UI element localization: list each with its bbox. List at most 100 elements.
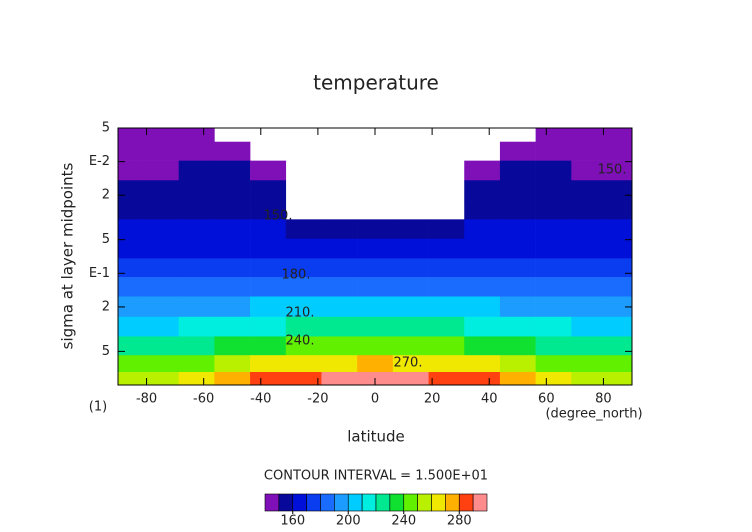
colorbar-box	[472, 493, 488, 512]
field-cell	[321, 219, 358, 239]
colorbar-box	[347, 493, 363, 512]
field-cell	[607, 238, 633, 259]
field-cell	[571, 355, 608, 373]
field-cell	[285, 277, 322, 297]
colorbar-box	[431, 493, 446, 512]
field-cell	[357, 355, 394, 373]
field-cell	[535, 128, 572, 143]
contour-label: 240.	[286, 334, 315, 349]
field-cell	[499, 238, 536, 259]
colorbar-box	[445, 493, 460, 512]
field-cell	[118, 371, 144, 386]
x-tick-label: 20	[424, 392, 441, 407]
field-cell	[118, 180, 144, 201]
field-cell	[285, 355, 322, 373]
field-cell	[499, 180, 536, 201]
field-cell	[321, 371, 358, 386]
y-tick-label: 2	[102, 188, 110, 203]
field-cell	[321, 296, 358, 318]
y-tick-label: E-2	[89, 154, 110, 169]
colorbar-box	[417, 493, 432, 512]
field-cell	[285, 316, 322, 337]
x-tick-label: 0	[371, 392, 379, 407]
field-cell	[535, 238, 572, 259]
field-cell	[142, 277, 179, 297]
field-cell	[357, 277, 394, 297]
field-cell	[464, 219, 501, 239]
field-cell	[392, 238, 429, 259]
field-cell	[118, 128, 144, 143]
field-cell	[535, 355, 572, 373]
field-cell	[214, 277, 251, 297]
colorbar-box	[361, 493, 377, 512]
field-cell	[607, 277, 633, 297]
field-cell	[607, 258, 633, 278]
y-axis-label: sigma at layer midpoints	[59, 162, 77, 349]
field-cell	[118, 199, 144, 220]
y-tick-label: E-1	[89, 266, 110, 281]
field-cell	[142, 128, 179, 143]
colorbar-label: 160	[280, 514, 305, 529]
field-cell	[285, 296, 322, 318]
field-cell	[178, 199, 215, 220]
field-cell	[464, 277, 501, 297]
field-cell	[214, 296, 251, 318]
field-cell	[464, 355, 501, 373]
field-cell	[464, 336, 501, 356]
field-cell	[607, 199, 633, 220]
field-cell	[178, 355, 215, 373]
field-cell	[178, 296, 215, 318]
contour-label: 150.	[598, 163, 627, 178]
x-tick-label: -20	[307, 392, 328, 407]
field-cell	[178, 258, 215, 278]
field-cell	[607, 336, 633, 356]
field-cell	[214, 316, 251, 337]
field-cell	[499, 296, 536, 318]
field-cell	[285, 336, 322, 356]
field-cell	[571, 180, 608, 201]
contour-label: 210.	[286, 306, 315, 321]
field-cell	[535, 258, 572, 278]
field-cell	[571, 219, 608, 239]
field-cell	[118, 355, 144, 373]
colorbar-box	[458, 493, 474, 512]
x-tick-label: -80	[136, 392, 157, 407]
colorbar-label: 200	[336, 514, 361, 529]
field-cell	[118, 219, 144, 239]
field-cell	[607, 180, 633, 201]
colorbar-box	[264, 493, 280, 512]
field-cell	[607, 371, 633, 386]
field-cell	[214, 199, 251, 220]
field-cell	[357, 258, 394, 278]
field-cell	[142, 371, 179, 386]
field-cell	[118, 316, 144, 337]
field-cell	[464, 316, 501, 337]
chart-title: temperature	[313, 71, 439, 95]
field-cell	[571, 296, 608, 318]
field-cell	[118, 296, 144, 318]
x-axis-label: latitude	[347, 428, 405, 446]
field-cell	[214, 355, 251, 373]
field-cell	[250, 160, 287, 181]
field-cell	[250, 355, 287, 373]
field-cell	[142, 336, 179, 356]
field-cell	[535, 371, 572, 386]
field-cell	[321, 258, 358, 278]
field-cell	[178, 160, 215, 181]
field-cell	[250, 180, 287, 201]
field-cell	[392, 355, 429, 373]
field-cell	[178, 128, 215, 143]
field-cell	[499, 355, 536, 373]
colorbar-box	[292, 493, 307, 512]
field-cell	[250, 371, 287, 386]
field-cell	[118, 258, 144, 278]
field-cell	[464, 180, 501, 201]
field-cell	[464, 371, 501, 386]
field-cell	[607, 141, 633, 161]
field-cell	[321, 316, 358, 337]
x-tick-label: -40	[250, 392, 271, 407]
field-cell	[118, 160, 144, 181]
field-cell	[535, 160, 572, 181]
field-cell	[535, 336, 572, 356]
